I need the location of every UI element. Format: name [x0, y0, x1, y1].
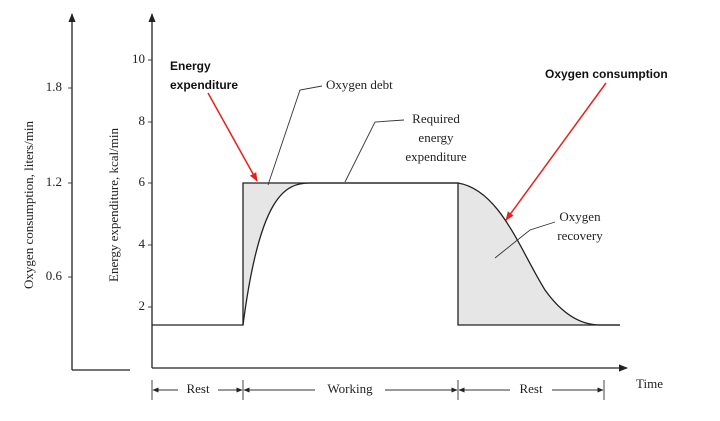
inner-axis-label: Energy expenditure, kcal/min [106, 128, 121, 282]
inner-tick-label: 6 [139, 174, 146, 189]
annotation: recovery [557, 228, 603, 243]
left-tick-label: 0.6 [46, 268, 63, 283]
red-arrow [207, 92, 258, 182]
phase-label: Working [327, 381, 373, 396]
annotation: energy [418, 130, 454, 145]
left-axis-label: Oxygen consumption, liters/min [21, 121, 36, 289]
leader-line [494, 221, 556, 259]
inner-tick-label: 4 [139, 236, 146, 251]
leader-line [267, 85, 323, 186]
phase-label: Rest [186, 381, 210, 396]
left-ticks [68, 87, 72, 278]
annotation: Oxygen consumption [545, 67, 668, 81]
phase-label: Rest [519, 381, 543, 396]
annotation: Oxygen debt [326, 77, 393, 92]
left-tick-label: 1.2 [46, 174, 62, 189]
red-arrow [505, 82, 607, 221]
left-tick-label: 1.8 [46, 79, 62, 94]
oxygen-consumption-curve [242, 182, 620, 326]
annotation: expenditure [170, 78, 238, 92]
annotation: Oxygen [559, 209, 601, 224]
annotation: expenditure [405, 149, 467, 164]
oxygen-debt-area [243, 183, 310, 325]
time-label: Time [636, 376, 663, 391]
annotation: Required [412, 111, 460, 126]
inner-ticks [148, 59, 152, 308]
phase-markers [151, 380, 605, 400]
inner-tick-label: 10 [132, 51, 145, 66]
oxygen-recovery-area [458, 183, 600, 325]
inner-tick-label: 2 [139, 298, 146, 313]
annotation: Energy [170, 59, 211, 73]
inner-tick-label: 8 [139, 113, 146, 128]
leader-line [344, 119, 405, 183]
